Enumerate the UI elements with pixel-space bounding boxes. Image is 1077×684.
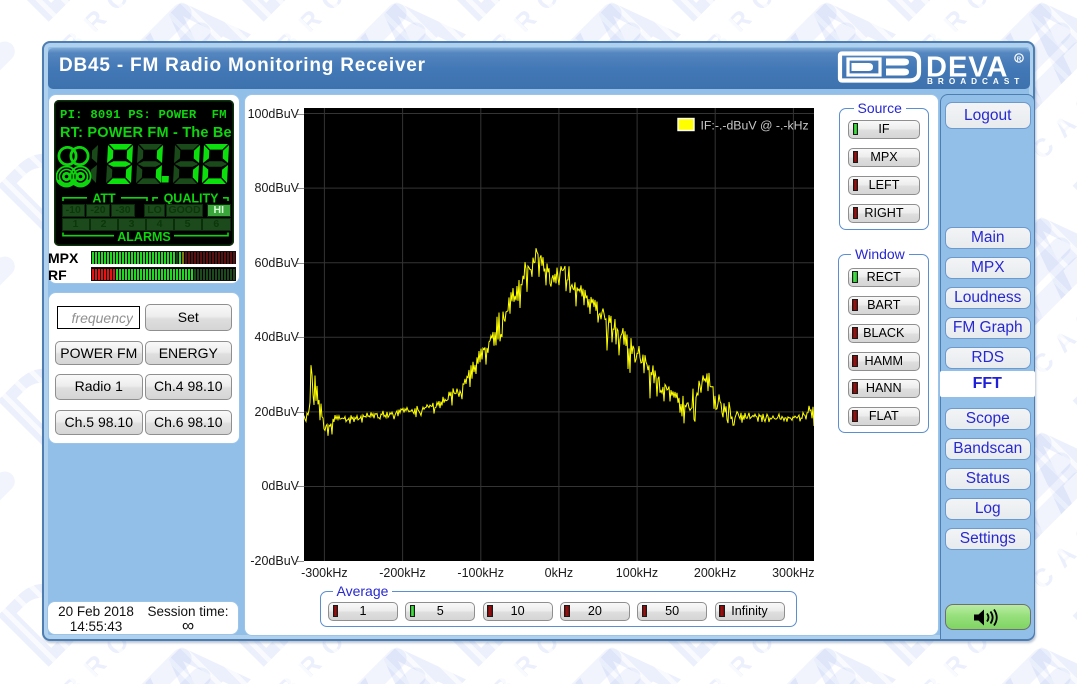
svg-text:DEVA: DEVA: [926, 51, 1008, 83]
svg-text:IF:-.-dBuV @ -.-kHz: IF:-.-dBuV @ -.-kHz: [701, 119, 809, 133]
svg-text:R: R: [1017, 55, 1022, 62]
svg-text:BROADCAST: BROADCAST: [927, 77, 1024, 86]
svg-text:QUALITY: QUALITY: [163, 192, 219, 206]
svg-text:ATT: ATT: [92, 192, 116, 206]
svg-text:ALARMS: ALARMS: [117, 230, 170, 244]
